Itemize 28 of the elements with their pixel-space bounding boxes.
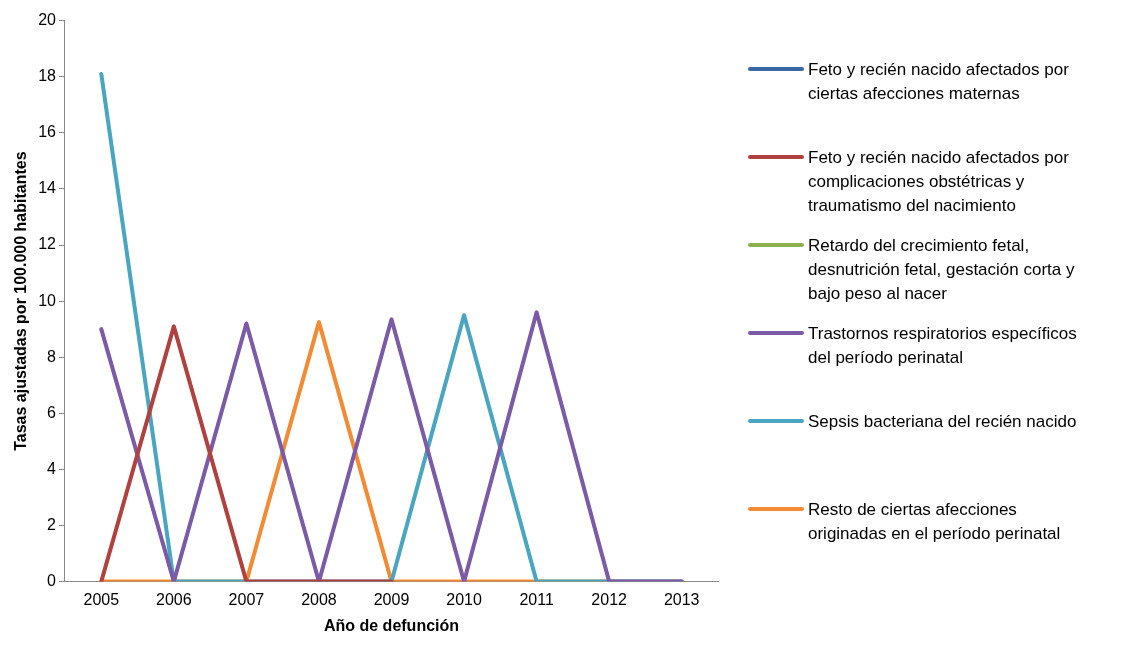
x-tick-label: 2012 (591, 590, 628, 608)
y-tick-label: 20 (38, 11, 57, 29)
y-tick-label: 4 (47, 459, 57, 477)
x-tick-label: 2007 (228, 590, 265, 608)
y-tick-label: 10 (38, 291, 57, 309)
y-tick-label: 2 (47, 515, 57, 533)
y-tick-label: 14 (38, 179, 57, 197)
x-axis-title: Año de defunción (323, 616, 460, 634)
y-tick-label: 16 (38, 123, 57, 141)
y-tick-label: 12 (38, 235, 57, 253)
y-tick-label: 6 (47, 403, 57, 421)
x-tick-label: 2010 (446, 590, 482, 608)
x-tick-label: 2005 (83, 590, 120, 608)
y-tick-label: 0 (47, 572, 57, 590)
legend-label: Trastornos respiratorios específicos del período perinatal (808, 323, 1078, 369)
legend-label: Retardo del crecimiento fetal, desnutrición fetal, gestación corta y bajo peso al nacer (808, 235, 1076, 305)
y-axis-title: Tasas ajustadas por 100.000 habitantes (12, 151, 30, 451)
y-tick-label: 8 (47, 347, 57, 365)
x-tick-label: 2009 (373, 590, 410, 608)
x-tick-label: 2013 (663, 590, 700, 608)
y-tick-label: 18 (38, 67, 57, 85)
x-tick-label: 2011 (519, 590, 554, 608)
legend-label: Feto y recién nacido afectados por complicaciones obstétricas y traumatismo del nacimiento (808, 147, 1070, 217)
x-tick-label: 2008 (301, 590, 337, 608)
legend-label: Resto de ciertas afecciones originadas en el período perinatal (808, 499, 1062, 545)
x-tick-label: 2006 (156, 590, 192, 608)
legend-label: Sepsis bacteriana del recién nacido (808, 411, 1077, 433)
legend-label: Feto y recién nacido afectados por ciertas afecciones maternas (808, 59, 1070, 105)
